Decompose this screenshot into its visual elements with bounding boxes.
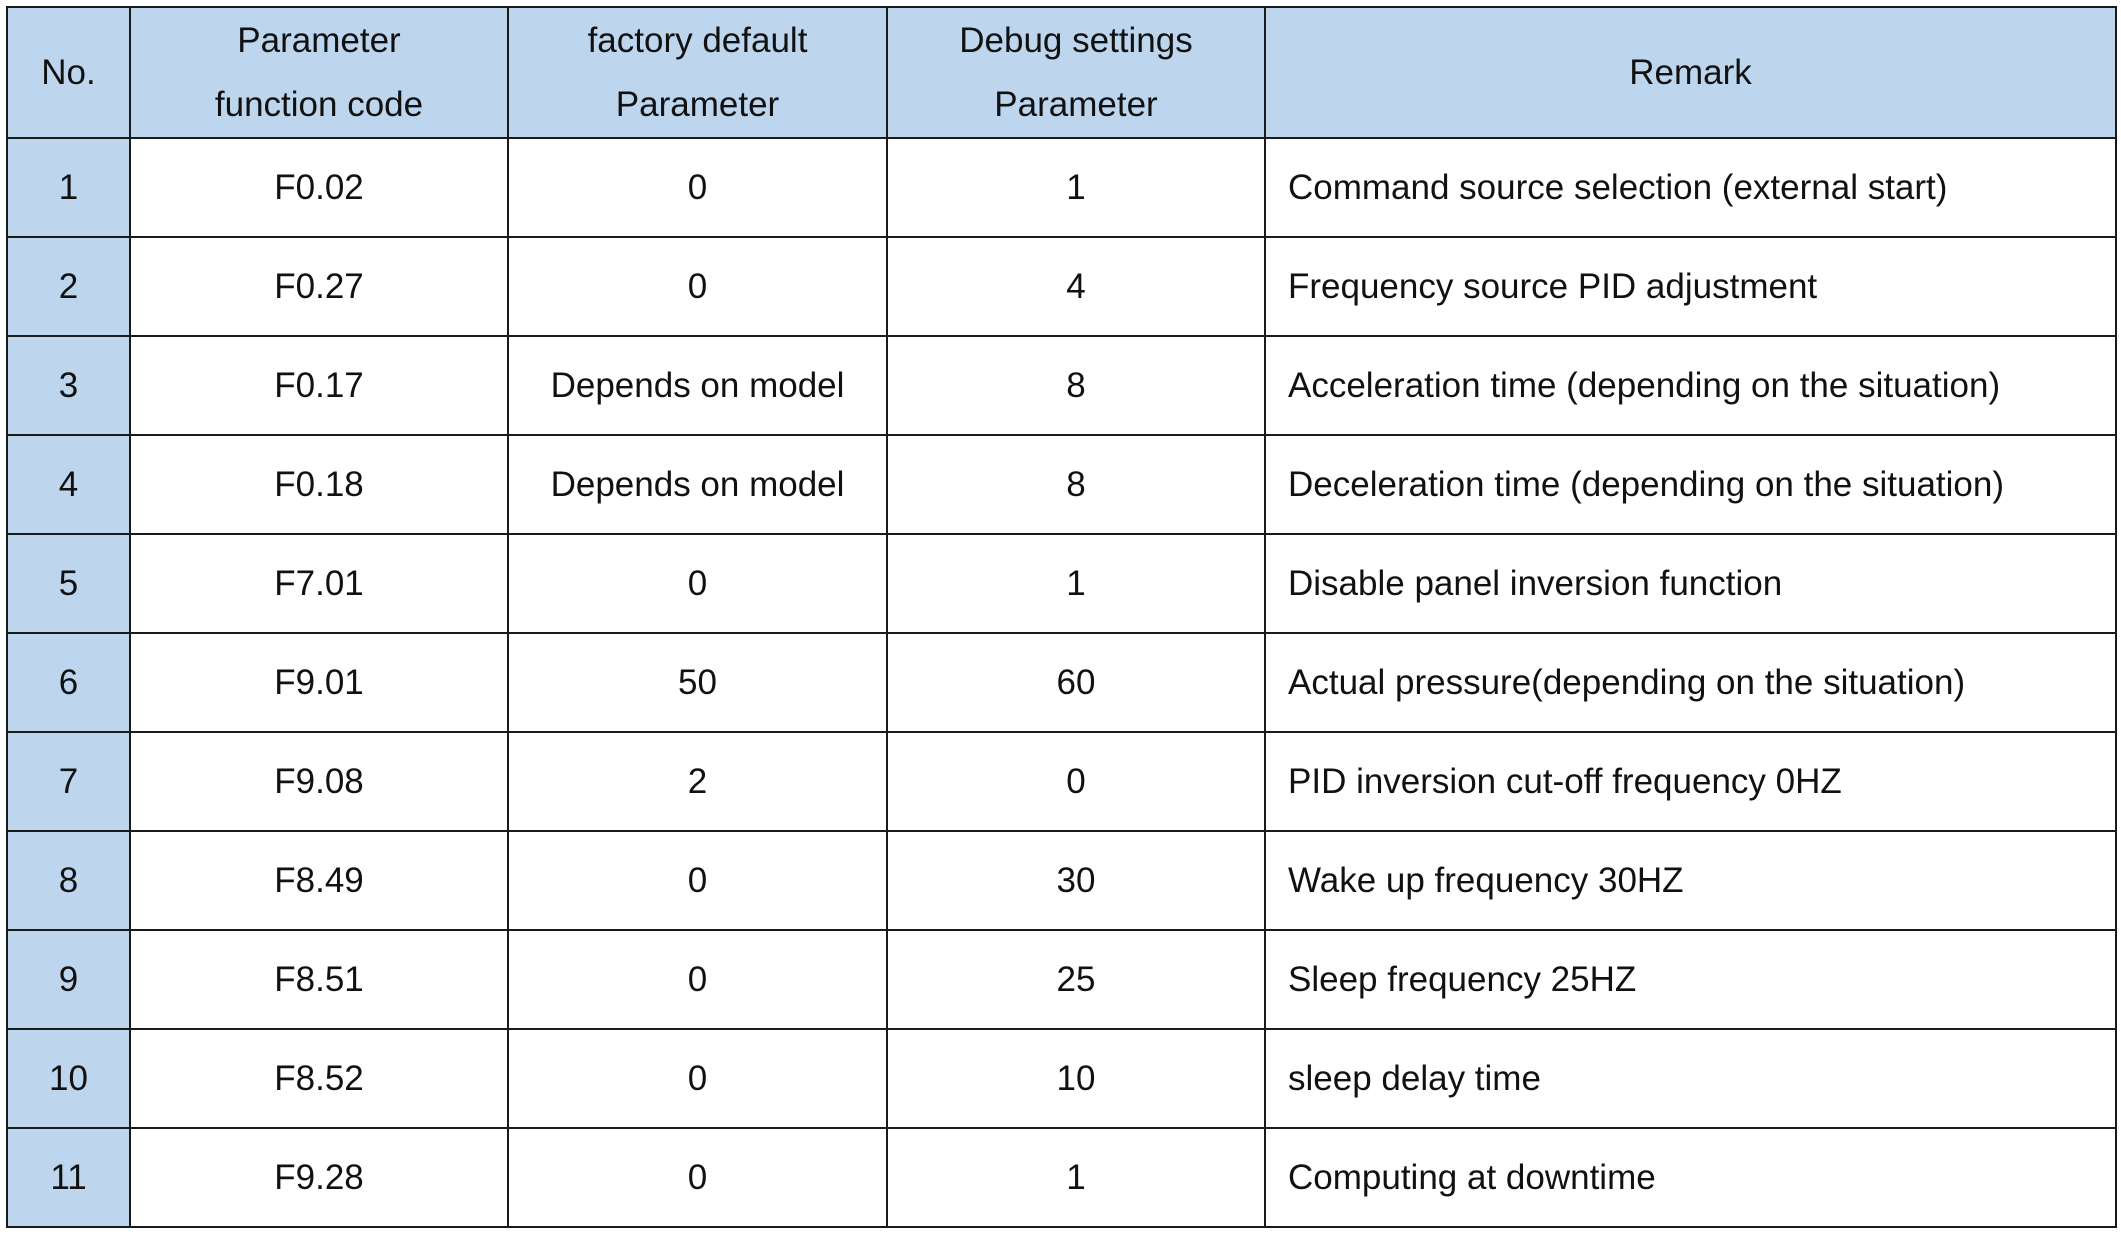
table-row: 1 F0.02 0 1 Command source selection (ex…: [6, 137, 2117, 238]
cell-debug-setting: 30: [886, 830, 1266, 931]
cell-no: 3: [6, 335, 131, 436]
cell-factory-default: 0: [507, 929, 888, 1030]
cell-remark: Command source selection (external start…: [1264, 137, 2117, 238]
cell-no: 9: [6, 929, 131, 1030]
cell-remark: Wake up frequency 30HZ: [1264, 830, 2117, 931]
cell-no: 4: [6, 434, 131, 535]
cell-factory-default: 0: [507, 137, 888, 238]
cell-remark: Actual pressure(depending on the situati…: [1264, 632, 2117, 733]
table-row: 4 F0.18 Depends on model 8 Deceleration …: [6, 434, 2117, 535]
cell-function-code: F9.08: [129, 731, 509, 832]
cell-remark: Computing at downtime: [1264, 1127, 2117, 1228]
table-row: 5 F7.01 0 1 Disable panel inversion func…: [6, 533, 2117, 634]
parameter-table: No. Parameter function code factory defa…: [6, 6, 2117, 1228]
cell-debug-setting: 8: [886, 434, 1266, 535]
table-row: 7 F9.08 2 0 PID inversion cut-off freque…: [6, 731, 2117, 832]
cell-no: 2: [6, 236, 131, 337]
header-remark-label: Remark: [1629, 52, 1752, 92]
cell-debug-setting: 1: [886, 137, 1266, 238]
table-row: 6 F9.01 50 60 Actual pressure(depending …: [6, 632, 2117, 733]
cell-factory-default: 0: [507, 1028, 888, 1129]
cell-no: 10: [6, 1028, 131, 1129]
cell-remark: Acceleration time (depending on the situ…: [1264, 335, 2117, 436]
cell-function-code: F0.17: [129, 335, 509, 436]
header-remark: Remark: [1264, 6, 2117, 139]
cell-factory-default: 0: [507, 533, 888, 634]
cell-remark: Sleep frequency 25HZ: [1264, 929, 2117, 1030]
table-row: 11 F9.28 0 1 Computing at downtime: [6, 1127, 2117, 1228]
table-body: 1 F0.02 0 1 Command source selection (ex…: [6, 137, 2117, 1228]
cell-factory-default: 0: [507, 1127, 888, 1228]
cell-debug-setting: 1: [886, 1127, 1266, 1228]
cell-debug-setting: 25: [886, 929, 1266, 1030]
cell-function-code: F0.02: [129, 137, 509, 238]
cell-function-code: F0.18: [129, 434, 509, 535]
table-row: 2 F0.27 0 4 Frequency source PID adjustm…: [6, 236, 2117, 337]
cell-remark: Frequency source PID adjustment: [1264, 236, 2117, 337]
cell-no: 11: [6, 1127, 131, 1228]
cell-debug-setting: 4: [886, 236, 1266, 337]
header-no-label: No.: [41, 52, 96, 92]
cell-debug-setting: 8: [886, 335, 1266, 436]
cell-remark: Deceleration time (depending on the situ…: [1264, 434, 2117, 535]
table-row: 10 F8.52 0 10 sleep delay time: [6, 1028, 2117, 1129]
cell-factory-default: Depends on model: [507, 434, 888, 535]
cell-no: 1: [6, 137, 131, 238]
cell-factory-default: 0: [507, 830, 888, 931]
header-function-code: Parameter function code: [129, 6, 509, 139]
cell-no: 7: [6, 731, 131, 832]
cell-debug-setting: 60: [886, 632, 1266, 733]
header-debug-settings: Debug settings Parameter: [886, 6, 1266, 139]
cell-function-code: F8.51: [129, 929, 509, 1030]
cell-remark: sleep delay time: [1264, 1028, 2117, 1129]
cell-debug-setting: 0: [886, 731, 1266, 832]
cell-no: 8: [6, 830, 131, 931]
cell-function-code: F7.01: [129, 533, 509, 634]
cell-factory-default: Depends on model: [507, 335, 888, 436]
header-row: No. Parameter function code factory defa…: [6, 6, 2117, 139]
header-factory-default-line1: factory default: [587, 20, 808, 60]
header-function-code-line1: Parameter: [237, 20, 401, 60]
cell-debug-setting: 1: [886, 533, 1266, 634]
table-row: 3 F0.17 Depends on model 8 Acceleration …: [6, 335, 2117, 436]
cell-function-code: F8.49: [129, 830, 509, 931]
cell-remark: PID inversion cut-off frequency 0HZ: [1264, 731, 2117, 832]
header-no: No.: [6, 6, 131, 139]
table-row: 8 F8.49 0 30 Wake up frequency 30HZ: [6, 830, 2117, 931]
cell-no: 6: [6, 632, 131, 733]
table-header: No. Parameter function code factory defa…: [6, 6, 2117, 139]
header-debug-settings-line2: Parameter: [994, 84, 1158, 124]
cell-function-code: F8.52: [129, 1028, 509, 1129]
cell-factory-default: 50: [507, 632, 888, 733]
header-function-code-line2: function code: [214, 84, 424, 124]
cell-factory-default: 0: [507, 236, 888, 337]
cell-debug-setting: 10: [886, 1028, 1266, 1129]
cell-no: 5: [6, 533, 131, 634]
header-factory-default-line2: Parameter: [615, 84, 780, 124]
cell-function-code: F9.28: [129, 1127, 509, 1228]
header-debug-settings-line1: Debug settings: [959, 20, 1193, 60]
header-factory-default: factory default Parameter: [507, 6, 888, 139]
parameter-table-container: No. Parameter function code factory defa…: [6, 6, 2117, 1228]
cell-function-code: F0.27: [129, 236, 509, 337]
table-row: 9 F8.51 0 25 Sleep frequency 25HZ: [6, 929, 2117, 1030]
cell-remark: Disable panel inversion function: [1264, 533, 2117, 634]
cell-function-code: F9.01: [129, 632, 509, 733]
cell-factory-default: 2: [507, 731, 888, 832]
